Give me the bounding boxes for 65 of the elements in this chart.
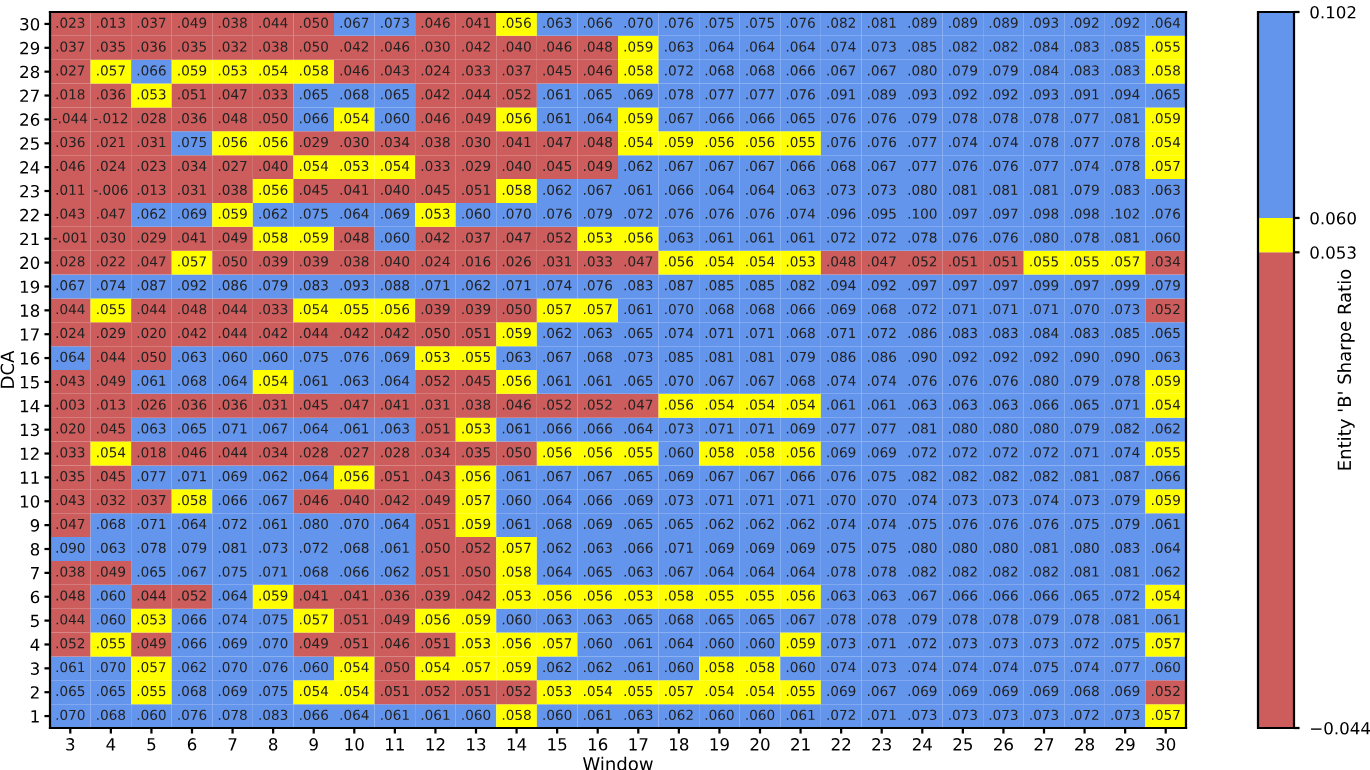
y-tick-label: 10 xyxy=(20,495,40,508)
x-tick-label: 14 xyxy=(507,738,527,751)
y-tick-label: 24 xyxy=(20,161,40,174)
x-tick-label: 5 xyxy=(147,738,156,751)
x-axis-title: Window xyxy=(583,756,653,770)
x-tick-label: 13 xyxy=(467,738,486,751)
color-bar-title: Entity 'B' Sharpe Ratio xyxy=(1337,269,1355,470)
y-tick-label: 23 xyxy=(20,184,39,198)
color-bar-label: 0.060 xyxy=(1310,211,1356,225)
x-tick-label: 10 xyxy=(345,738,364,751)
y-tick-label: 3 xyxy=(30,662,39,675)
y-tick-label: 15 xyxy=(20,376,39,389)
y-tick-label: 13 xyxy=(20,423,39,437)
y-tick-label: 26 xyxy=(20,113,40,126)
x-tick-label: 22 xyxy=(831,738,851,751)
x-tick-label: 20 xyxy=(750,738,770,751)
x-tick-label: 19 xyxy=(710,738,729,751)
color-bar-label: 0.102 xyxy=(1310,5,1356,19)
y-tick-label: 22 xyxy=(20,208,39,222)
y-tick-label: 11 xyxy=(20,471,39,484)
x-tick-label: 7 xyxy=(228,738,237,751)
x-tick-label: 11 xyxy=(386,738,404,751)
x-tick-label: 21 xyxy=(791,738,810,751)
y-tick-label: 16 xyxy=(20,352,40,365)
x-tick-label: 3 xyxy=(66,738,75,751)
x-tick-label: 12 xyxy=(426,738,445,751)
x-tick-label: 23 xyxy=(872,738,891,751)
y-tick-label: 8 xyxy=(30,542,40,556)
y-tick-label: 25 xyxy=(20,137,39,150)
y-tick-label: 18 xyxy=(20,304,40,317)
y-tick-label: 6 xyxy=(30,590,40,604)
x-tick-label: 26 xyxy=(994,738,1013,751)
y-tick-label: 19 xyxy=(20,280,40,294)
y-tick-label: 4 xyxy=(30,638,40,651)
y-tick-label: 27 xyxy=(20,89,39,102)
y-tick-label: 1 xyxy=(31,710,39,723)
x-tick-label: 28 xyxy=(1075,738,1095,751)
y-tick-label: 30 xyxy=(20,17,40,31)
y-tick-label: 17 xyxy=(20,328,39,341)
y-tick-label: 5 xyxy=(30,614,39,628)
x-tick-label: 9 xyxy=(309,738,318,751)
y-tick-label: 9 xyxy=(30,519,40,532)
x-tick-label: 25 xyxy=(953,738,973,751)
x-tick-label: 24 xyxy=(912,738,932,751)
x-tick-label: 15 xyxy=(548,738,567,751)
y-tick-label: 12 xyxy=(20,447,39,460)
y-tick-label: 21 xyxy=(20,232,39,246)
y-tick-label: 20 xyxy=(20,256,40,270)
y-tick-label: 14 xyxy=(20,399,40,413)
color-bar-label: 0.053 xyxy=(1310,246,1356,259)
x-tick-label: 27 xyxy=(1034,738,1054,751)
x-tick-label: 29 xyxy=(1115,738,1135,751)
y-axis-title: DCA xyxy=(0,350,15,388)
x-tick-label: 18 xyxy=(670,738,689,751)
y-tick-label: 7 xyxy=(31,567,39,580)
x-tick-label: 17 xyxy=(629,738,648,751)
y-tick-label: 28 xyxy=(20,65,40,79)
x-tick-label: 8 xyxy=(268,738,278,751)
x-tick-label: 4 xyxy=(106,738,116,751)
x-tick-label: 6 xyxy=(187,738,197,751)
y-tick-label: 29 xyxy=(20,41,40,55)
x-tick-label: 30 xyxy=(1156,738,1176,751)
y-tick-label: 2 xyxy=(30,686,39,699)
color-bar-label: −0.044 xyxy=(1311,721,1370,735)
x-tick-label: 16 xyxy=(588,738,608,751)
